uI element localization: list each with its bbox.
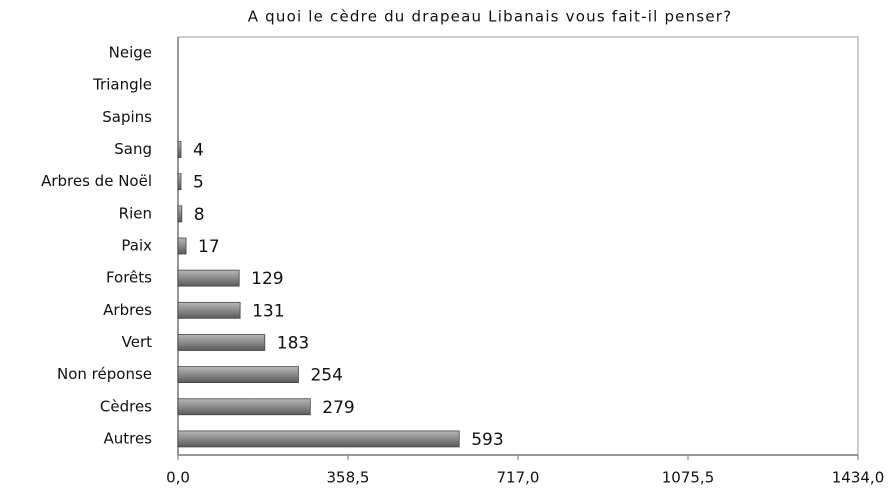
bar [177,269,240,287]
x-tick-label: 0,0 [166,469,190,487]
data-label: 8 [194,205,205,225]
data-label: 5 [193,173,204,193]
data-label: 4 [193,141,204,161]
chart-title: A quoi le cèdre du drapeau Libanais vous… [248,8,733,26]
x-tick-label: 1075,5 [662,469,715,487]
bar [177,141,182,158]
bar [177,173,182,191]
x-tick-label: 717,0 [497,469,540,487]
data-label: 279 [322,398,354,418]
y-tick-label: Sang [114,140,152,158]
y-tick-label: Cèdres [100,397,152,415]
y-tick-label: Triangle [92,76,152,94]
bar [177,334,266,351]
bar [177,366,299,384]
y-tick-label: Sapins [102,108,152,126]
data-label: 129 [251,269,283,289]
data-label: 593 [471,430,503,450]
bar [177,430,460,448]
x-tick-label: 358,5 [327,469,370,487]
bar [177,398,311,416]
y-tick-label: Neige [109,44,152,62]
y-tick-label: Rien [119,204,152,222]
y-tick-label: Arbres de Noël [41,172,152,190]
x-tick-label: 1434,0 [832,469,885,487]
y-tick-label: Non réponse [57,365,152,383]
y-tick-label: Autres [103,429,152,447]
y-tick-label: Forêts [106,269,152,287]
bar [177,205,183,223]
plot-frame [177,36,859,456]
y-tick-label: Paix [121,237,152,255]
y-tick-label: Arbres [103,301,152,319]
bar [177,237,187,255]
data-label: 254 [310,366,342,386]
data-label: 183 [277,333,309,353]
bar [177,301,241,319]
data-label: 17 [198,237,220,257]
data-label: 131 [252,301,284,321]
y-tick-label: Vert [122,333,152,351]
